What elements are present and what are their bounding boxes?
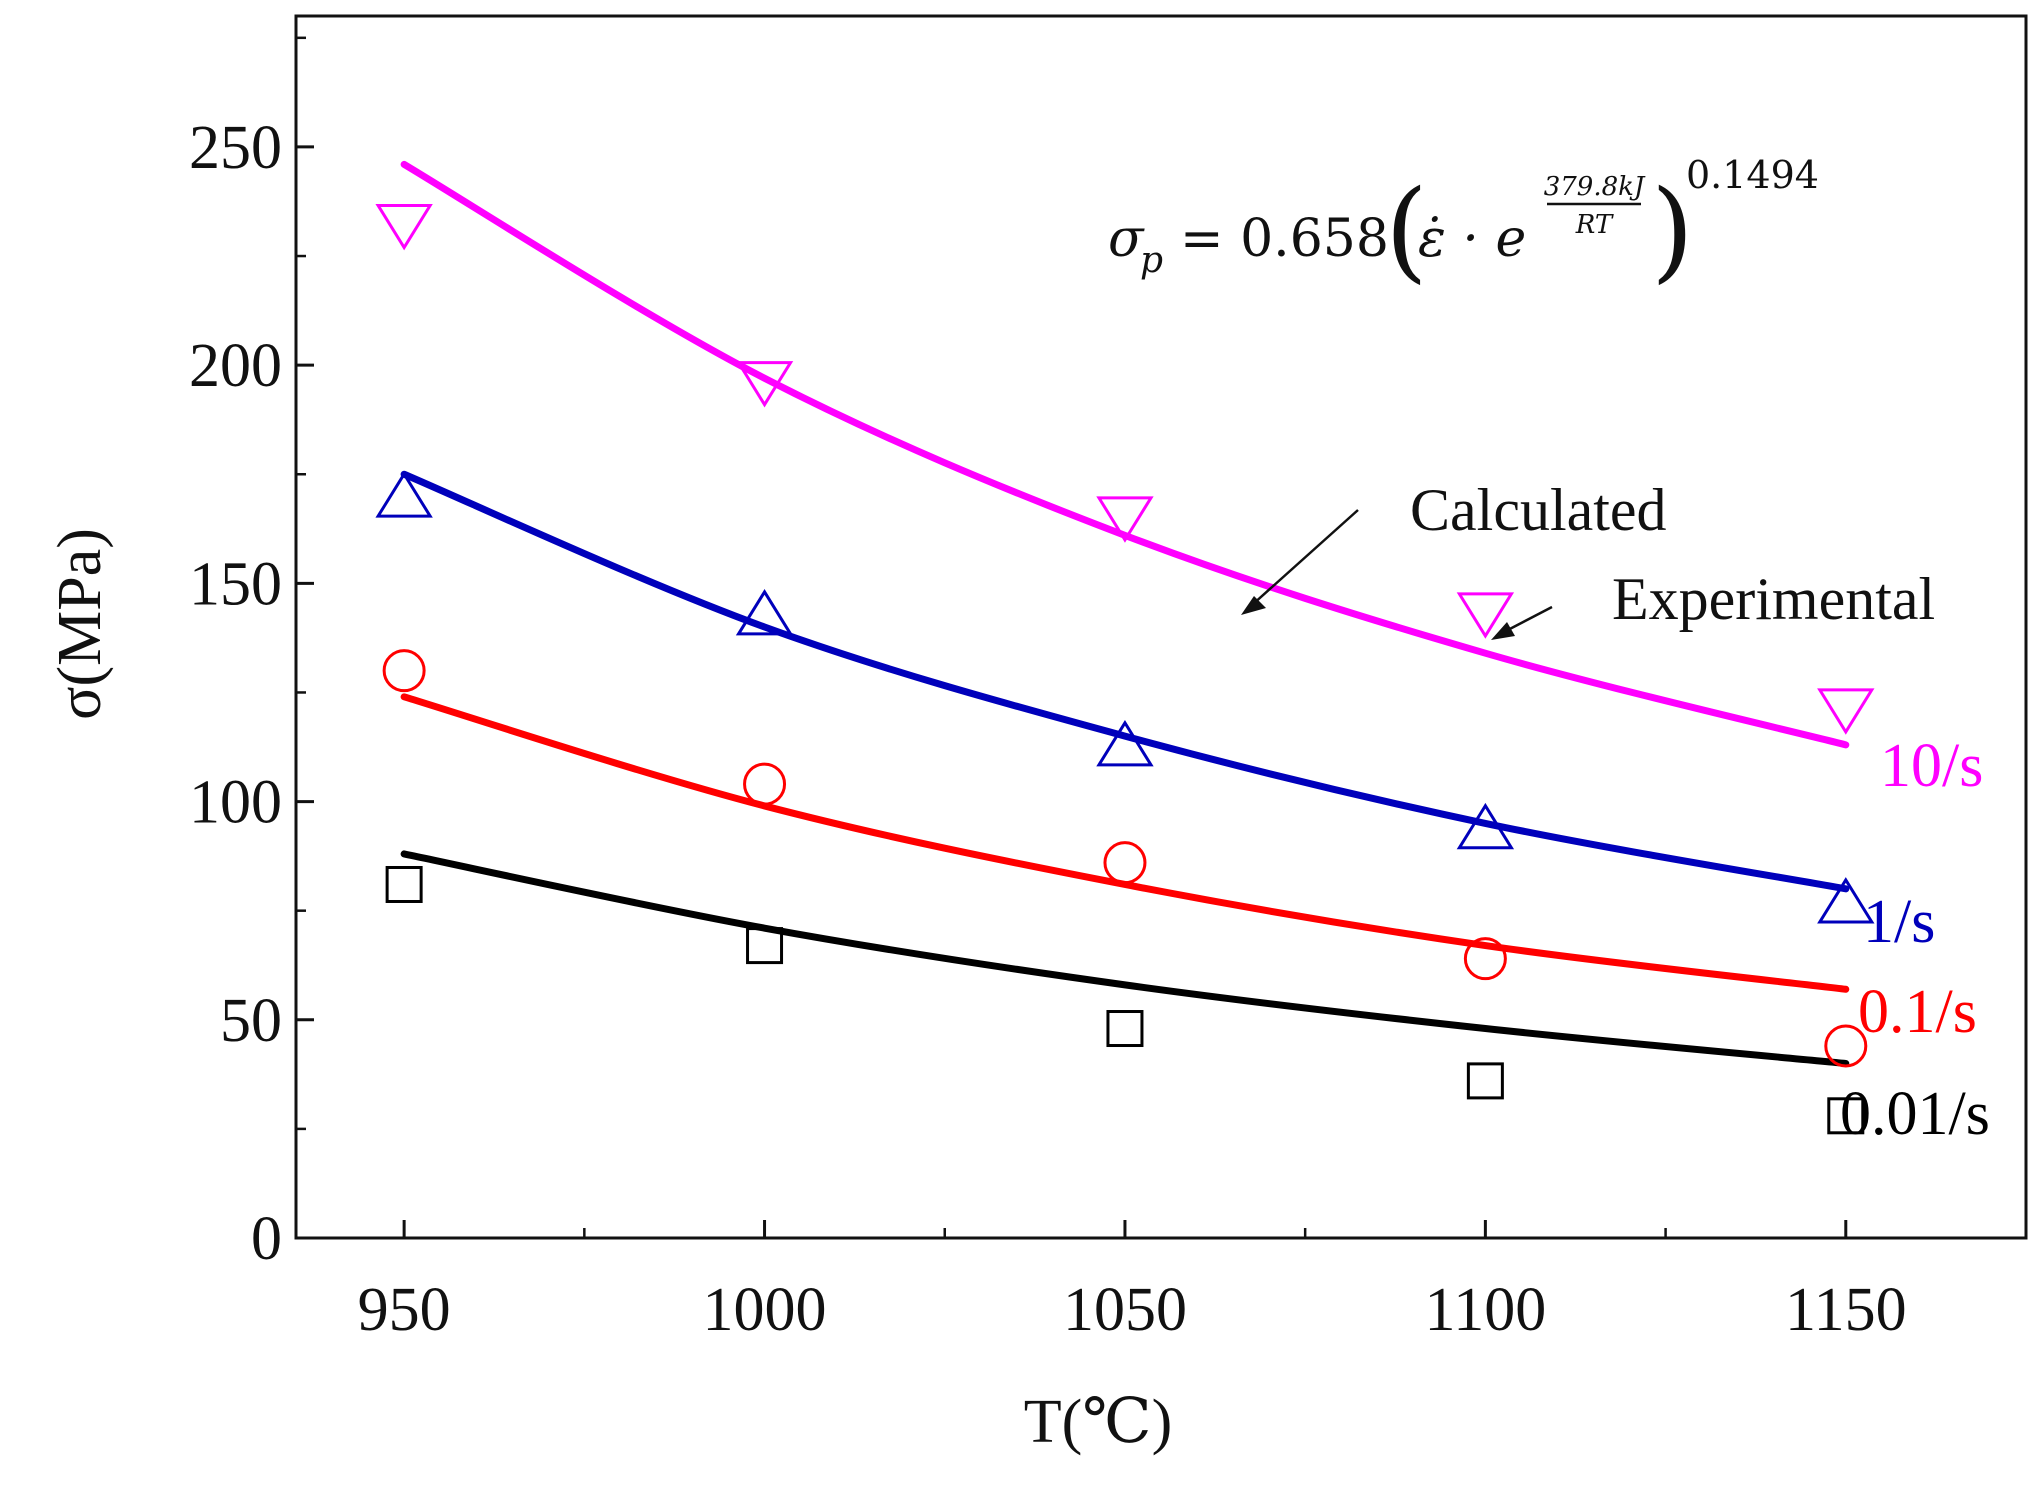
experimental-point-0p1-per-s-1150 [1824,1024,1868,1068]
y-tick-label-250: 250 [189,114,282,182]
x-tick-label-1000: 1000 [703,1276,827,1344]
y-tick-label-150: 150 [189,550,282,618]
calculated-line-10-per-s [400,160,1850,749]
experimental-point-1-per-s-1150 [1817,877,1875,924]
experimental-markers [375,203,1875,1135]
experimental-arrow [1503,605,1553,634]
series-label-0p01-per-s: 0.01/s [1840,1080,1990,1148]
x-axis-title: T(℃) [1024,1388,1173,1456]
series-label-0p1-per-s: 0.1/s [1858,978,1977,1046]
experimental-point-1-per-s-1100 [1456,802,1515,850]
experimental-point-0p1-per-s-1100 [1463,937,1507,981]
experimental-point-10-per-s-1050 [1096,496,1154,543]
experimental-point-1-per-s-1050 [1096,719,1154,767]
y-tick-label-200: 200 [189,332,282,400]
experimental-point-0p01-per-s-950 [385,865,423,903]
calculated-arrowhead [1241,596,1266,615]
calculated-line-0p01-per-s [400,850,1850,1067]
equation-exponent-denominator: RT [1575,210,1614,240]
y-tick-label-100: 100 [189,769,282,837]
experimental-point-0p1-per-s-1050 [1103,841,1147,885]
plot-frame [294,14,2028,1240]
experimental-point-1-per-s-1000 [735,589,794,636]
experimental-label: Experimental [1612,566,1935,632]
experimental-point-0p01-per-s-1150 [1827,1097,1865,1135]
experimental-point-1-per-s-950 [375,471,433,518]
x-tick-label-1050: 1050 [1063,1276,1187,1344]
series-labels: 10/s 1/s 0.1/s 0.01/s [1840,732,1990,1148]
y-axis-title: σ(MPa) [46,528,114,720]
experimental-point-10-per-s-1150 [1817,688,1875,735]
equation-lhs: σ [1108,209,1145,269]
calculated-line-1-per-s [400,470,1850,893]
x-tick-label-1100: 1100 [1425,1276,1547,1344]
experimental-arrowhead [1491,622,1515,640]
experimental-point-0p01-per-s-1100 [1466,1062,1504,1100]
equation-open-paren: ( [1385,166,1428,294]
calculated-line-0p1-per-s [400,693,1850,993]
x-tick-label-1150: 1150 [1785,1276,1907,1344]
axis-ticks: 0 50 100 150 200 250 950 1000 1050 1100 1150 [189,36,2028,1344]
calculated-label: Calculated [1410,477,1667,543]
equation-rate-term: ε̇ · e [1418,209,1526,269]
series-label-10-per-s: 10/s [1880,732,1983,800]
y-tick-label-0: 0 [251,1205,282,1273]
equation: σ p = 0.658 ( ε̇ · e 379.8kJ RT ) 0.1494 [1108,153,1819,294]
calculated-arrow [1251,509,1359,606]
equation-exponent-numerator: 379.8kJ [1544,172,1646,202]
y-tick-label-50: 50 [220,987,282,1055]
x-tick-label-950: 950 [358,1276,451,1344]
calculated-lines [400,160,1850,1067]
experimental-point-10-per-s-1100 [1456,592,1515,639]
series-label-1-per-s: 1/s [1863,888,1935,956]
experimental-point-0p1-per-s-950 [382,649,426,693]
equation-close-paren: ) [1651,166,1694,294]
equation-lhs-subscript: p [1140,240,1163,281]
experimental-point-10-per-s-950 [375,203,433,251]
experimental-point-0p01-per-s-1050 [1106,1010,1144,1048]
experimental-point-0p01-per-s-1000 [746,927,784,965]
experimental-point-10-per-s-1000 [735,361,794,408]
equation-coefficient: = 0.658 [1180,209,1389,269]
experimental-point-0p1-per-s-1000 [743,762,787,806]
equation-power: 0.1494 [1686,153,1819,197]
